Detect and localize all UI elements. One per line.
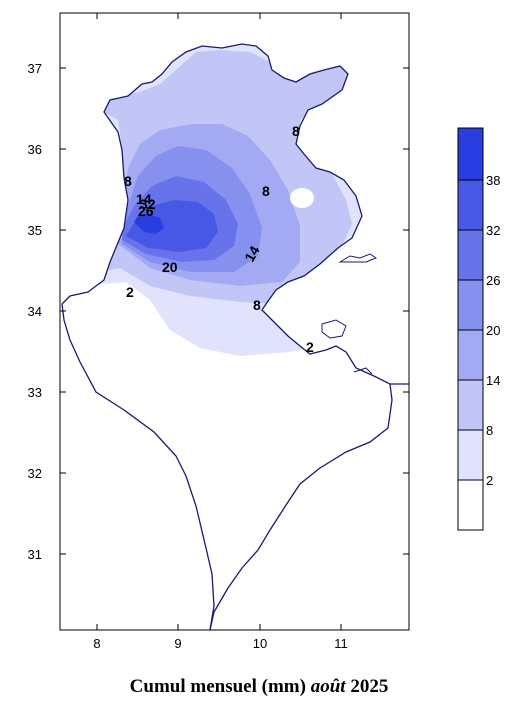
y-tick-label: 31 <box>28 547 42 562</box>
band-above-38 <box>134 214 164 234</box>
legend-colorbar <box>457 127 484 531</box>
y-tick-label: 36 <box>28 142 42 157</box>
legend-swatch <box>458 330 483 380</box>
band-32-38 <box>126 200 218 252</box>
cap-bon-outline <box>353 367 373 375</box>
x-tick-label: 9 <box>174 636 181 651</box>
legend-swatch <box>458 128 483 180</box>
y-tick-label: 33 <box>28 385 42 400</box>
legend-swatch <box>458 180 483 230</box>
kerkennah-islands <box>338 253 378 263</box>
legend-label: 2 <box>486 473 493 488</box>
legend-label: 8 <box>486 423 493 438</box>
caption-prefix: Cumul mensuel (mm) <box>129 676 306 697</box>
contour-label: 8 <box>124 173 132 189</box>
legend-label: 38 <box>486 173 500 188</box>
legend-frame <box>457 127 484 531</box>
djerba-island <box>321 319 347 339</box>
legend-swatch <box>458 380 483 430</box>
y-tick-label: 32 <box>28 466 42 481</box>
x-tick-label: 8 <box>93 636 100 651</box>
x-tick-label: 11 <box>334 636 348 651</box>
map-caption: Cumul mensuel (mm) août 2025 <box>0 676 518 698</box>
contour-label: 8 <box>262 183 270 199</box>
x-tick-label: 10 <box>253 636 267 651</box>
contour-label: 2 <box>306 339 314 355</box>
legend-label: 26 <box>486 273 500 288</box>
y-tick-label: 37 <box>28 61 42 76</box>
dry-spot <box>290 188 314 208</box>
y-tick-label: 35 <box>28 223 42 238</box>
contour-label: 8 <box>253 297 261 313</box>
y-tick-label: 34 <box>28 304 42 319</box>
contour-label: 32 <box>140 196 156 212</box>
legend-swatch <box>458 280 483 330</box>
rainfall-bands <box>62 44 392 360</box>
contour-label: 8 <box>292 123 300 139</box>
legend-label: 20 <box>486 323 500 338</box>
caption-year: 2025 <box>350 676 389 697</box>
tunisia-coastline <box>61 43 393 631</box>
western-border <box>61 303 215 631</box>
legend-swatch <box>458 430 483 480</box>
contour-label: 2 <box>126 284 134 300</box>
legend-label: 14 <box>486 373 500 388</box>
contour-label: 14 <box>136 191 152 207</box>
caption-month: août <box>310 676 346 697</box>
axis-ticks <box>60 13 409 630</box>
legend-swatch <box>458 480 483 530</box>
contour-label: 26 <box>138 203 154 219</box>
legend-swatch <box>458 230 483 280</box>
contour-label: 20 <box>162 259 178 275</box>
legend-label: 32 <box>486 223 500 238</box>
contour-label: 14 <box>241 243 263 265</box>
